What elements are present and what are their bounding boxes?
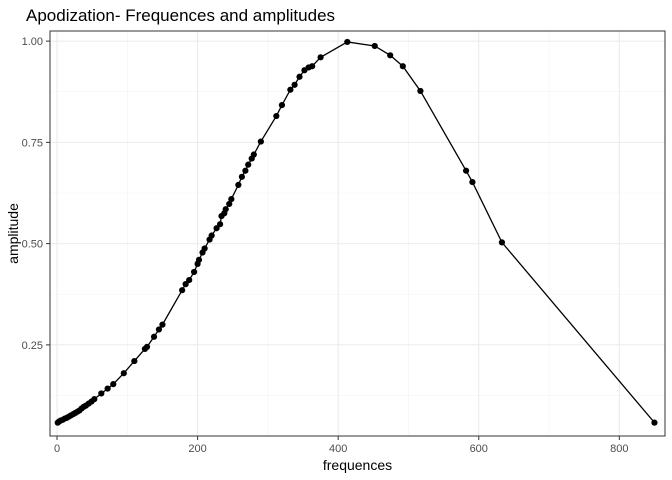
data-point bbox=[257, 138, 264, 145]
x-tick-label: 600 bbox=[470, 443, 488, 455]
data-point bbox=[179, 287, 186, 294]
data-point bbox=[190, 268, 198, 276]
data-point bbox=[110, 381, 117, 388]
data-point bbox=[159, 321, 166, 328]
series-group bbox=[54, 38, 658, 426]
data-point bbox=[287, 86, 294, 93]
panel-border bbox=[49, 30, 666, 437]
data-point bbox=[216, 221, 224, 228]
data-point bbox=[91, 396, 98, 403]
x-tick-label: 0 bbox=[54, 443, 60, 455]
data-point bbox=[317, 54, 324, 61]
data-point bbox=[182, 281, 189, 288]
x-axis: 0 200 400 600 800 bbox=[54, 436, 628, 455]
data-point bbox=[120, 370, 127, 377]
data-point bbox=[104, 385, 111, 392]
data-point bbox=[462, 167, 470, 174]
data-point bbox=[201, 245, 208, 252]
data-point bbox=[131, 357, 138, 365]
data-point bbox=[228, 195, 235, 203]
minor-gridlines bbox=[50, 31, 665, 436]
x-tick-label: 400 bbox=[329, 443, 347, 455]
y-tick-label: 1.00 bbox=[22, 36, 43, 48]
data-point bbox=[250, 151, 257, 158]
y-tick-label: 0.50 bbox=[22, 239, 43, 251]
data-point bbox=[417, 87, 424, 95]
data-point bbox=[387, 52, 394, 59]
data-point bbox=[344, 38, 351, 46]
data-point bbox=[213, 225, 220, 232]
data-point bbox=[399, 63, 406, 70]
y-axis: 0.25 0.50 0.75 1.00 bbox=[22, 36, 50, 352]
data-point bbox=[143, 343, 151, 350]
data-point bbox=[291, 81, 298, 88]
x-tick-label: 800 bbox=[610, 443, 628, 455]
data-point bbox=[296, 73, 303, 80]
data-point bbox=[245, 161, 252, 168]
data-point bbox=[155, 326, 163, 333]
major-gridlines bbox=[50, 31, 665, 436]
data-point bbox=[235, 181, 242, 188]
data-point bbox=[208, 232, 215, 239]
data-point bbox=[195, 256, 203, 263]
x-axis-title: frequences bbox=[323, 457, 392, 473]
data-point bbox=[226, 200, 233, 208]
y-tick-label: 0.75 bbox=[22, 137, 43, 149]
data-point bbox=[98, 390, 105, 397]
data-point bbox=[309, 63, 316, 70]
x-tick-label: 200 bbox=[188, 443, 206, 455]
data-point bbox=[371, 42, 378, 50]
chart-title: Apodization- Frequences and amplitudes bbox=[26, 6, 335, 25]
y-axis-title: amplitude bbox=[5, 203, 21, 264]
data-point bbox=[273, 112, 280, 120]
data-point bbox=[278, 102, 286, 109]
data-point bbox=[222, 206, 229, 213]
data-point bbox=[469, 178, 476, 186]
data-point bbox=[242, 167, 249, 174]
data-point bbox=[498, 239, 506, 246]
data-point bbox=[238, 173, 245, 180]
data-point bbox=[186, 276, 193, 284]
data-point bbox=[150, 333, 158, 340]
y-tick-label: 0.25 bbox=[22, 340, 43, 352]
data-point bbox=[651, 419, 658, 426]
